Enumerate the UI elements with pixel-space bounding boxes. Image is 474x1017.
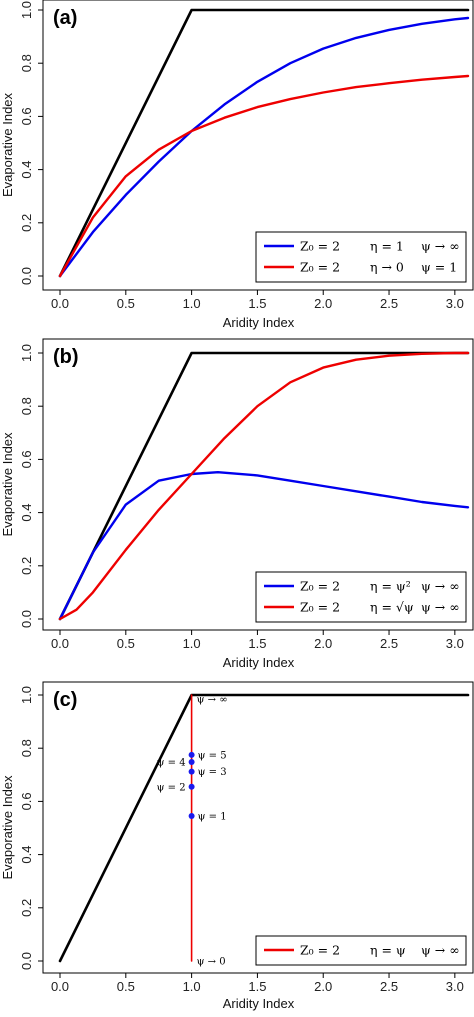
legend-entry-text: ψ → ∞ [421,239,460,254]
y-axis-label: Evaporative Index [0,432,15,537]
legend-entry-text: Z₀ = 2 [300,579,340,594]
x-tick-label: 1.5 [248,296,266,311]
legend: Z₀ = 2 η = ψ² ψ → ∞ Z₀ = 2 η = √ψ ψ → ∞ [255,571,467,623]
legend-entry-text: ψ = 1 [421,260,457,275]
legend-entry-text: Z₀ = 2 [300,239,340,254]
x-axis-label: Aridity Index [223,315,295,330]
legend-entry-text: η → 0 [370,260,404,275]
plot-area [58,8,470,278]
y-tick-label: 0.0 [19,610,34,628]
x-tick-label: 1.0 [183,636,201,651]
legend-entry-text: ψ → ∞ [421,600,460,615]
y-tick-label: 0.0 [19,952,34,970]
plot-area [58,351,470,621]
x-tick-label: 0.0 [51,296,69,311]
x-tick-label: 0.5 [117,979,135,994]
y-tick-label: 1.0 [19,1,34,19]
x-axis-label: Aridity Index [223,996,295,1011]
y-tick-label: 0.0 [19,267,34,285]
psi-point-label: ψ = 5 [198,750,227,761]
psi-point [188,813,195,820]
legend-entry-text: ψ → ∞ [421,943,460,958]
legend-entry-text: Z₀ = 2 [300,600,340,615]
x-tick-label: 2.0 [314,979,332,994]
legend-entry-text: Z₀ = 2 [300,260,340,275]
chart-panel-1: 0.0 0.2 0.4 0.6 0.8 1.0 0.0 0.5 1.0 1.5 2.0 2.5 3.0 A… [0,0,474,330]
x-tick-label: 2.5 [380,296,398,311]
psi-point [188,759,195,766]
legend-entry-text: η = √ψ [370,600,414,615]
x-tick-label: 3.0 [446,979,464,994]
x-tick-label: 3.0 [446,296,464,311]
y-axis-label: Evaporative Index [0,775,15,880]
blue-series-line [58,16,470,278]
y-tick-label: 0.2 [19,899,34,917]
y-tick-label: 0.4 [19,846,34,864]
chart-panel-2: 0.0 0.2 0.4 0.6 0.8 1.0 0.0 0.5 1.0 1.5 2.0 2.5 3.0 A… [0,338,474,670]
x-tick-label: 2.5 [380,979,398,994]
budyko-limit-line [58,8,470,278]
x-tick-label: 1.0 [183,296,201,311]
x-tick-label: 2.0 [314,636,332,651]
y-tick-label: 0.4 [19,161,34,179]
x-tick-label: 2.5 [380,636,398,651]
plot-frame [42,0,474,291]
psi-point [188,751,195,758]
legend: Z₀ = 2 η = ψ ψ → ∞ [255,935,467,966]
y-tick-label: 0.8 [19,739,34,757]
psi-point-label: ψ = 1 [198,812,227,823]
psi-limit-label: ψ → 0 [197,957,226,968]
psi-point [188,783,195,790]
panel-label: (b) [53,346,79,368]
y-tick-label: 0.6 [19,107,34,125]
psi-point-label: ψ = 3 [198,767,227,778]
psi-limit-label: ψ → ∞ [197,694,228,705]
x-tick-label: 1.5 [248,979,266,994]
red-series-line [58,351,470,621]
x-tick-label: 1.5 [248,636,266,651]
budyko-limit-line [58,351,470,621]
y-tick-label: 0.6 [19,450,34,468]
plot-frame [42,338,474,631]
psi-point-label: ψ = 2 [157,782,186,793]
x-tick-label: 3.0 [446,636,464,651]
y-tick-label: 0.4 [19,504,34,522]
legend-entry-text: Z₀ = 2 [300,943,340,958]
blue-series-line [58,471,470,621]
plot-frame [42,681,474,974]
legend-entry-text: η = 1 [370,239,404,254]
legend-entry-text: η = ψ² [370,579,411,594]
budyko-limit-line [58,693,470,963]
x-axis-label: Aridity Index [223,655,295,670]
y-tick-label: 0.8 [19,397,34,415]
y-axis-label: Evaporative Index [0,92,15,197]
legend-entry-text: ψ → ∞ [421,579,460,594]
y-tick-label: 0.6 [19,792,34,810]
y-tick-label: 0.2 [19,557,34,575]
chart-panel-3: 0.0 0.2 0.4 0.6 0.8 1.0 0.0 0.5 1.0 1.5 2.0 2.5 3.0 A… [0,681,474,1011]
legend-entry-text: η = ψ [370,943,406,958]
plot-area [58,693,470,963]
y-tick-label: 0.2 [19,214,34,232]
x-tick-label: 0.0 [51,979,69,994]
x-tick-label: 1.0 [183,979,201,994]
x-tick-label: 2.0 [314,296,332,311]
psi-point [188,768,195,775]
legend: Z₀ = 2 η = 1 ψ → ∞ Z₀ = 2 η → 0 ψ = 1 [255,231,467,283]
panel-label: (a) [53,7,77,29]
red-series-line [58,74,470,278]
psi-point-label: ψ = 4 [157,758,186,769]
x-tick-label: 0.5 [117,636,135,651]
x-tick-label: 0.0 [51,636,69,651]
panel-label: (c) [53,689,77,711]
y-tick-label: 1.0 [19,686,34,704]
legend-box [255,571,467,623]
y-tick-label: 1.0 [19,344,34,362]
y-tick-label: 0.8 [19,54,34,72]
x-tick-label: 0.5 [117,296,135,311]
legend-box [255,231,467,283]
